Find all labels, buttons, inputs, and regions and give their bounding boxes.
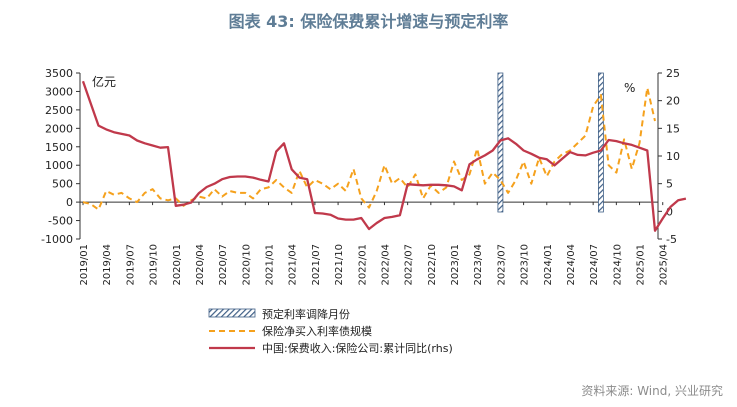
left-tick-label: 2000: [45, 122, 73, 135]
right-tick-label: -5: [666, 233, 677, 246]
x-tick-label: 2021/10: [334, 244, 345, 286]
x-tick-label: 2022/07: [404, 244, 415, 286]
x-tick-label: 2023/01: [450, 244, 461, 286]
x-tick-label: 2022/10: [427, 244, 438, 286]
left-tick-label: 1000: [45, 159, 73, 172]
x-tick-label: 2023/04: [473, 244, 484, 286]
legend-label: 保险净买入利率债规模: [262, 324, 372, 338]
right-unit-label: %: [624, 81, 635, 95]
left-tick-label: 3000: [45, 85, 73, 98]
x-tick-label: 2021/01: [265, 244, 276, 286]
right-tick-label: 0: [666, 205, 673, 218]
x-tick-label: 2024/07: [589, 244, 600, 286]
series-net-purchase-line: [82, 86, 656, 211]
right-tick-label: 10: [666, 150, 680, 163]
x-tick-label: 2022/01: [357, 244, 368, 286]
left-tick-label: 1500: [45, 141, 73, 154]
axes-layer: -1000 -500 0 500 1000 1500 2000 2500 3000 3500 -5 0…: [41, 67, 680, 286]
source-note: 资料来源: Wind, 兴业研究: [581, 384, 723, 398]
x-tick-label: 2025/04: [659, 244, 670, 286]
left-tick-label: 500: [52, 178, 73, 191]
x-tick-label: 2019/07: [125, 244, 136, 286]
left-unit-label: 亿元: [92, 74, 116, 89]
x-tick-label: 2022/04: [380, 244, 391, 286]
left-tick-label: 0: [66, 196, 73, 209]
rate-cut-bars: [497, 72, 604, 213]
x-tick-label: 2023/10: [520, 244, 531, 286]
chart-title: 图表 43: 保险保费累计增速与预定利率: [228, 12, 509, 31]
right-tick-label: 15: [666, 122, 680, 135]
x-tick-label: 2019/01: [79, 244, 90, 286]
left-tick-label: -1000: [41, 233, 73, 246]
series-premium-growth-line: [81, 80, 687, 232]
x-tick-label: 2020/04: [195, 244, 206, 286]
left-tick-label: 2500: [45, 104, 73, 117]
legend-label: 中国:保费收入:保险公司:累计同比(rhs): [262, 341, 453, 355]
x-tick-label: 2024/01: [543, 244, 554, 286]
x-tick-label: 2020/07: [218, 244, 229, 286]
x-tick-label: 2020/10: [241, 244, 252, 286]
x-tick-label: 2024/10: [612, 244, 623, 286]
x-tick-label: 2019/04: [102, 244, 113, 286]
x-tick-label: 2020/01: [172, 244, 183, 286]
x-tick-label: 2023/07: [496, 244, 507, 286]
left-tick-label: -500: [48, 215, 73, 228]
x-tick-label: 2019/10: [149, 244, 160, 286]
right-tick-label: 25: [666, 67, 680, 80]
left-tick-label: 3500: [45, 67, 73, 80]
x-tick-label: 2021/07: [311, 244, 322, 286]
x-tick-label: 2025/01: [636, 244, 647, 286]
x-tick-label: 2021/04: [288, 244, 299, 286]
x-tick-label: 2024/04: [566, 244, 577, 286]
rate-cut-bar: [597, 72, 604, 213]
right-tick-label: 20: [666, 95, 680, 108]
right-tick-label: 5: [666, 178, 673, 191]
legend-swatch-rate-cut: [208, 308, 256, 318]
series-lines: [81, 80, 687, 232]
legend-label: 预定利率调降月份: [262, 307, 350, 321]
